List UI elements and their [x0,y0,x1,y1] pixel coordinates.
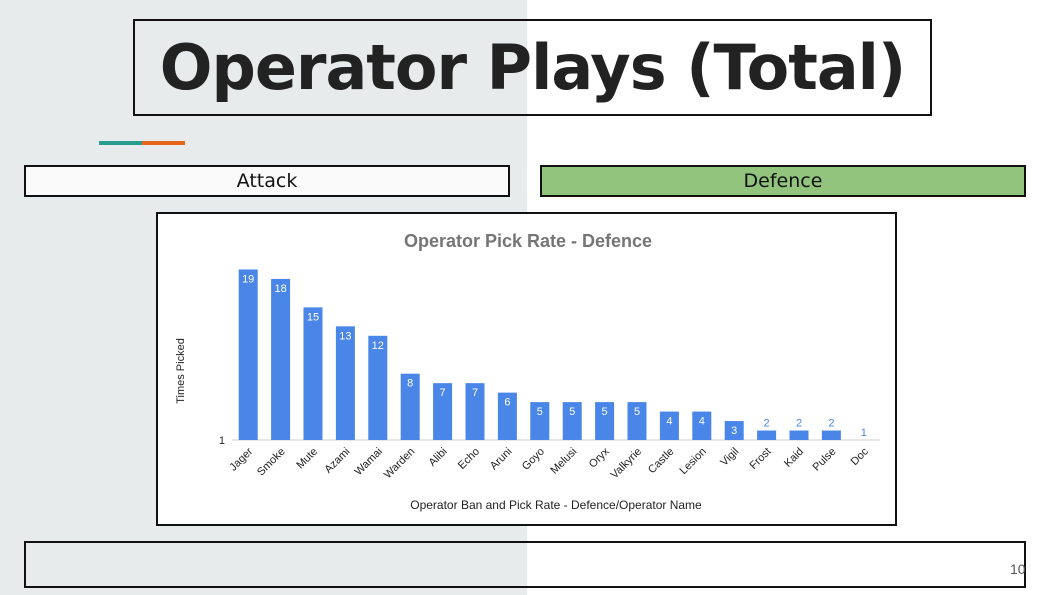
data-label-warden: 8 [407,378,413,390]
bar-kaid [789,430,809,440]
tab-attack-label: Attack [236,170,298,192]
bars-group: 19Jager18Smoke15Mute13Azami12Wamai8Warde… [227,269,871,481]
tab-attack[interactable]: Attack [24,165,510,197]
data-label-goyo: 5 [537,406,543,418]
data-label-doc: 1 [861,427,867,439]
bar-vigil [724,421,744,440]
data-label-echo: 7 [472,387,478,399]
bar-melusi [562,402,582,440]
bar-alibi [433,383,453,440]
tab-defence-label: Defence [743,170,823,192]
x-tick-label-frost: Frost [748,446,774,472]
y-tick-label: 1 [219,435,225,447]
data-label-jager: 19 [242,273,254,285]
data-label-azami: 13 [339,330,351,342]
x-tick-label-kaid: Kaid [782,446,806,470]
accent-line-teal [99,141,142,145]
chart-title: Operator Pick Rate - Defence [404,231,652,251]
data-label-pulse: 2 [828,418,834,430]
x-tick-label-oryx: Oryx [587,445,612,470]
slide-title: Operator Plays (Total) [159,31,907,104]
bar-echo [465,383,485,440]
data-label-alibi: 7 [440,387,446,399]
x-tick-label-lesion: Lesion [678,446,709,477]
x-tick-label-alibi: Alibi [427,446,450,469]
bar-frost [757,430,777,440]
x-tick-label-goyo: Goyo [520,446,547,473]
x-tick-label-mute: Mute [294,446,320,472]
bar-pulse [821,430,841,440]
data-label-frost: 2 [764,418,770,430]
x-tick-label-jager: Jager [227,445,255,473]
data-label-aruni: 6 [504,397,510,409]
x-axis-label: Operator Ban and Pick Rate - Defence/Ope… [410,498,702,512]
bar-valkyrie [627,402,647,440]
data-label-castle: 4 [666,416,672,428]
bar-jager [238,269,258,440]
y-axis-label: Times Picked [175,338,187,404]
accent-line-orange [142,141,185,145]
x-tick-label-doc: Doc [849,445,872,468]
data-label-smoke: 18 [274,283,286,295]
x-tick-label-valkyrie: Valkyrie [609,446,645,482]
x-tick-label-pulse: Pulse [811,446,839,474]
data-label-melusi: 5 [569,406,575,418]
bar-oryx [595,402,615,440]
title-box: Operator Plays (Total) [133,19,932,116]
data-label-mute: 15 [307,311,319,323]
bar-goyo [530,402,550,440]
page-number: 10 [1010,561,1026,577]
x-tick-label-smoke: Smoke [255,446,288,479]
x-tick-label-wamai: Wamai [353,446,385,478]
bar-aruni [497,392,517,440]
bar-castle [659,411,679,440]
x-tick-label-aruni: Aruni [488,446,515,473]
data-label-lesion: 4 [699,416,705,428]
x-tick-label-vigil: Vigil [718,446,741,469]
bar-azami [335,326,355,440]
bar-wamai [368,335,388,440]
bar-warden [400,373,420,440]
tab-defence[interactable]: Defence [540,165,1026,197]
bar-mute [303,307,323,440]
data-label-vigil: 3 [731,425,737,437]
bar-chart: Operator Pick Rate - Defence Times Picke… [175,231,880,512]
bar-smoke [271,278,291,440]
data-label-valkyrie: 5 [634,406,640,418]
chart-container: Operator Pick Rate - Defence Times Picke… [156,212,897,526]
x-tick-label-warden: Warden [382,446,417,481]
bar-lesion [692,411,712,440]
x-tick-label-castle: Castle [646,446,677,477]
x-tick-label-echo: Echo [456,446,482,472]
data-label-kaid: 2 [796,418,802,430]
x-tick-label-azami: Azami [322,446,352,476]
data-label-wamai: 12 [372,340,384,352]
x-tick-label-melusi: Melusi [548,446,579,477]
bottom-text-box [24,541,1026,588]
data-label-oryx: 5 [602,406,608,418]
